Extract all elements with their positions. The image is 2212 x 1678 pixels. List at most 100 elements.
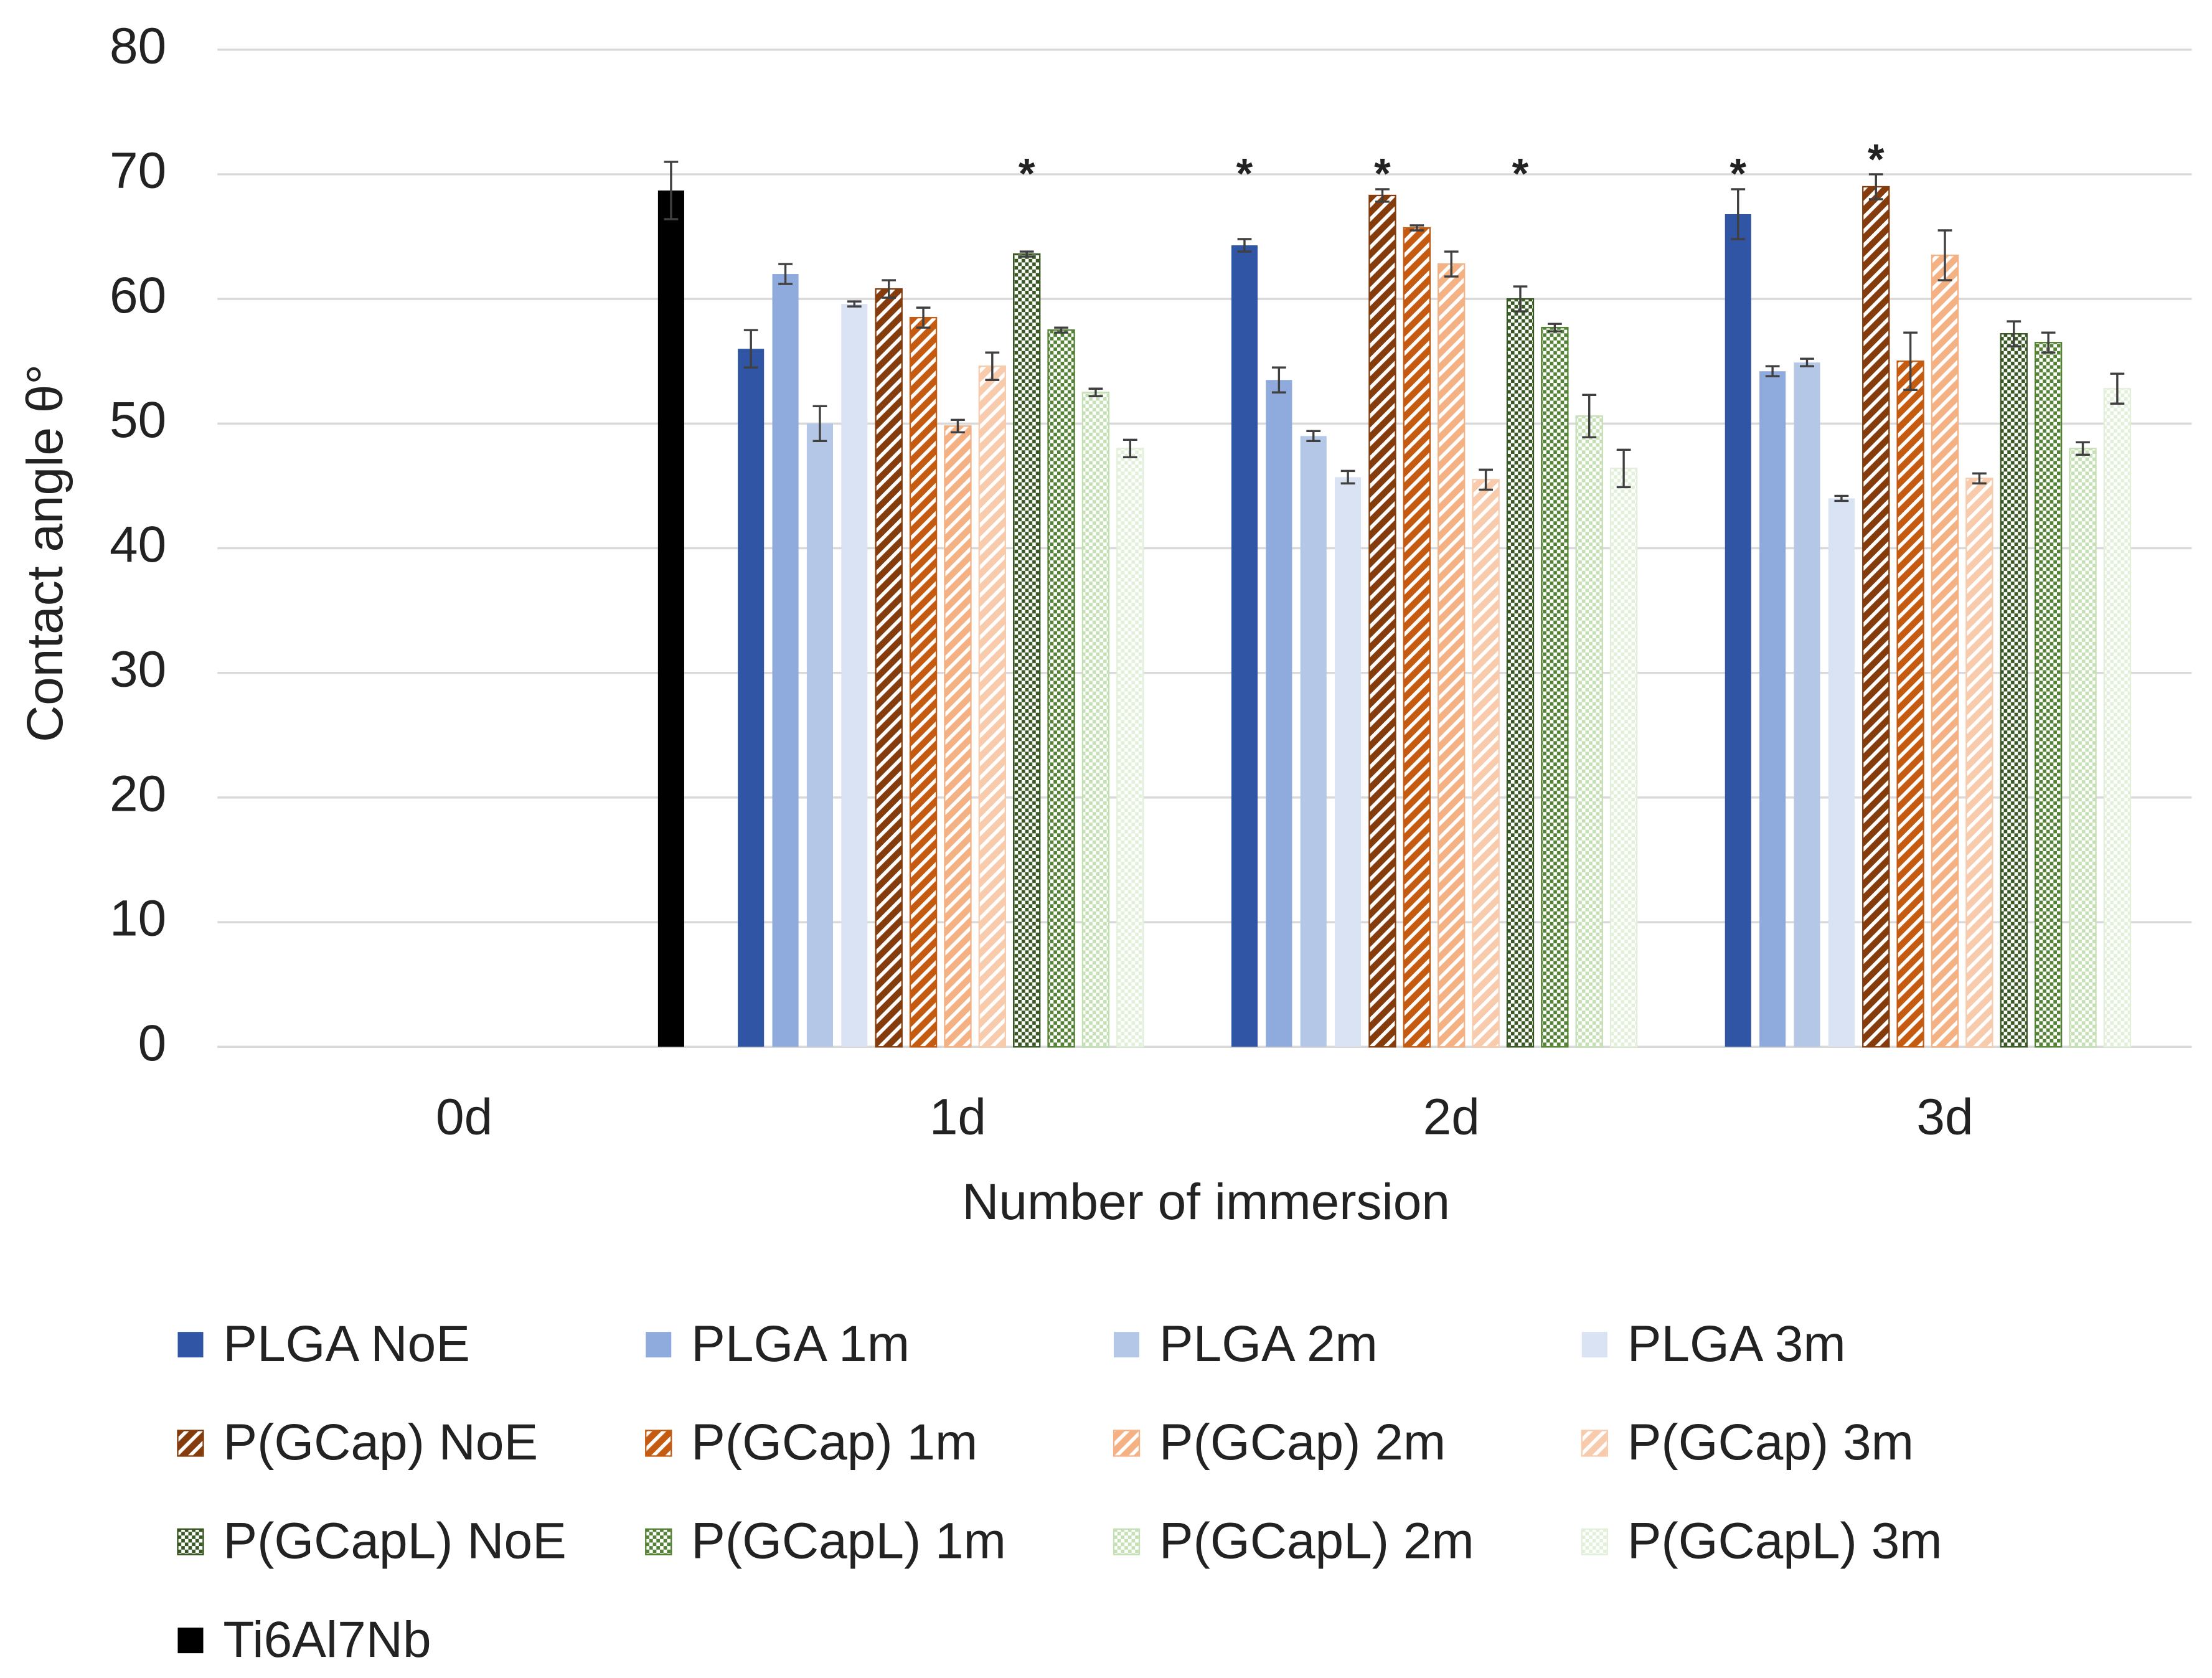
legend-label: PLGA 3m [1627, 1316, 1846, 1372]
bar [1368, 194, 1396, 1048]
annotation: * [1019, 151, 1035, 198]
error-bar [743, 329, 758, 369]
error-bar [1444, 250, 1459, 278]
bar [1266, 380, 1292, 1047]
error-bar [882, 279, 897, 299]
error-bar [2007, 320, 2021, 347]
bar [1896, 361, 1924, 1048]
bar [806, 423, 833, 1047]
bar [1575, 415, 1603, 1048]
error-bar [1513, 285, 1528, 313]
bar [944, 425, 972, 1048]
error-bar [1410, 224, 1424, 232]
bar [909, 317, 938, 1048]
error-bar [916, 306, 931, 329]
legend-swatch [1581, 1430, 1608, 1457]
legend-label: PLGA 1m [691, 1316, 910, 1372]
bar [875, 288, 903, 1048]
legend-label: P(GCap) 2m [1159, 1414, 1446, 1471]
annotation: * [1868, 136, 1885, 184]
bar [2034, 342, 2063, 1048]
y-tick-label: 20 [110, 766, 166, 823]
bar [978, 365, 1006, 1048]
error-bar [1868, 173, 1883, 200]
bar [772, 274, 799, 1047]
error-bar [951, 418, 965, 434]
legend-swatch [1113, 1430, 1141, 1457]
error-bar [1834, 494, 1849, 502]
bar [1300, 436, 1327, 1047]
error-bar [1054, 326, 1068, 334]
error-bar [1903, 331, 1918, 391]
legend-swatch [1581, 1528, 1608, 1555]
x-tick-label: 3d [1916, 1088, 1973, 1145]
legend-swatch [177, 1332, 204, 1358]
legend-label: PLGA NoE [223, 1316, 470, 1372]
bar [1794, 362, 1820, 1047]
x-tick-label: 0d [436, 1088, 492, 1145]
error-bar [778, 263, 793, 285]
bar [1725, 214, 1751, 1047]
bar [2103, 388, 2132, 1048]
bar [1965, 478, 1993, 1048]
error-bar [1582, 394, 1597, 439]
legend-label: PLGA 2m [1159, 1316, 1378, 1372]
legend-swatch [645, 1528, 672, 1555]
bar [1931, 254, 1959, 1048]
legend-label: P(GCapL) 3m [1627, 1513, 1942, 1570]
bar [1609, 468, 1638, 1048]
y-tick-label: 60 [110, 267, 166, 324]
y-tick-label: 10 [110, 890, 166, 947]
error-bar [1972, 472, 1987, 485]
annotation: * [1236, 151, 1253, 198]
bar [2000, 333, 2028, 1048]
legend-swatch [177, 1430, 204, 1457]
x-tick-label: 2d [1423, 1088, 1480, 1145]
legend-swatch [1581, 1332, 1607, 1358]
bar [1828, 498, 1855, 1047]
bar [1116, 448, 1144, 1048]
y-tick-label: 80 [110, 17, 166, 74]
legend-swatch [177, 1628, 204, 1654]
bar [1472, 479, 1500, 1048]
legend-swatch [1113, 1528, 1141, 1555]
bar [841, 304, 868, 1047]
error-bar [985, 351, 1000, 381]
error-bar [1088, 387, 1103, 397]
error-bar [847, 300, 862, 308]
legend-label: P(GCap) 1m [691, 1414, 977, 1471]
error-bar [1340, 469, 1355, 485]
error-bar [1937, 229, 1952, 281]
legend-swatch [177, 1528, 204, 1555]
bar [1231, 245, 1258, 1047]
legend-label: P(GCap) NoE [223, 1414, 538, 1471]
legend-label: P(GCapL) 2m [1159, 1513, 1474, 1570]
legend-label: P(GCapL) NoE [223, 1513, 566, 1570]
y-tick-label: 40 [110, 516, 166, 573]
bar [1506, 298, 1535, 1048]
error-bar [1271, 366, 1286, 394]
error-bar [1122, 438, 1137, 459]
legend-swatch [645, 1430, 672, 1457]
bar [1047, 329, 1075, 1048]
bar [1081, 392, 1110, 1048]
bar [2069, 448, 2097, 1048]
error-bar [812, 405, 827, 443]
legend-label: P(GCapL) 1m [691, 1513, 1006, 1570]
legend-label: Ti6Al7Nb [223, 1611, 431, 1668]
y-axis-label: Contact angle θ° [17, 364, 73, 742]
error-bar [1479, 468, 1493, 491]
bar [1013, 253, 1041, 1048]
bar [657, 190, 684, 1047]
error-bar [1237, 238, 1252, 253]
error-bar [1731, 188, 1746, 240]
legend-swatch [646, 1332, 672, 1358]
error-bar [2076, 441, 2090, 456]
annotation: * [1374, 151, 1391, 198]
error-bar [2041, 331, 2056, 354]
bar [1759, 371, 1786, 1047]
y-tick-label: 70 [110, 143, 166, 199]
annotation: * [1730, 151, 1746, 198]
error-bar [1616, 448, 1631, 489]
